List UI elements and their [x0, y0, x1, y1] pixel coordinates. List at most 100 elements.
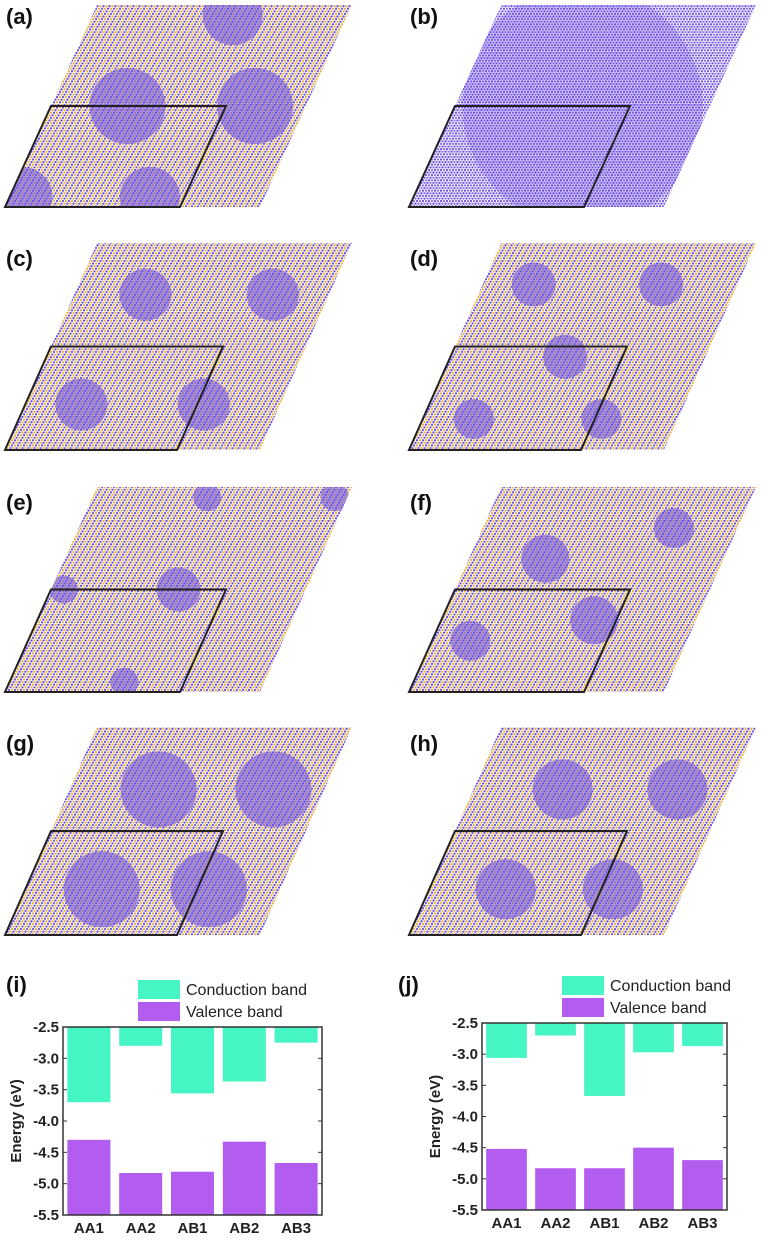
panel-label-h: (h) — [410, 731, 439, 756]
valence-bar-AB1 — [584, 1168, 625, 1210]
bar-chart-0: Conduction band Valence band -2.5 -3.0 -3.5 -… — [8, 980, 323, 1237]
stacking-domain — [639, 262, 684, 307]
x-tick-label: AA2 — [540, 1215, 570, 1232]
y-axis-label: Energy (eV) — [8, 1079, 25, 1162]
conduction-bar-AB3 — [682, 1023, 723, 1047]
stacking-domain — [521, 534, 570, 583]
valence-bar-AB3 — [274, 1162, 318, 1215]
legend-swatch-1 — [138, 1002, 180, 1021]
stacking-domain — [511, 262, 556, 307]
unit-cell-outline — [3, 345, 225, 451]
x-tick-label: AB1 — [177, 1220, 207, 1237]
valence-bar-AB1 — [171, 1171, 214, 1215]
stacking-domain — [202, 5, 263, 46]
legend-label-1: Valence band — [610, 1000, 707, 1017]
stacking-domain — [217, 68, 293, 144]
valence-bar-AB2 — [633, 1147, 674, 1210]
conduction-bar-AB1 — [171, 1027, 214, 1094]
lattice-panel-aa-moire — [3, 5, 352, 208]
x-tick-label: AA2 — [126, 1220, 156, 1237]
y-tick-label: -2.5 — [33, 1019, 59, 1036]
stacking-domain — [532, 759, 593, 820]
x-tick-label: AB1 — [589, 1215, 619, 1232]
band-charts: Conduction band Valence band -2.5 -3.0 -3.5 -… — [8, 976, 731, 1237]
y-tick-label: -4.5 — [33, 1144, 59, 1161]
y-tick-label: -3.5 — [452, 1077, 478, 1094]
lattice-panel-star-domains — [3, 487, 352, 693]
lattice-panels — [3, 5, 756, 936]
panel-label-c: (c) — [6, 246, 33, 271]
conduction-bar-AB2 — [633, 1023, 674, 1053]
stacking-domain — [647, 759, 708, 820]
x-tick-label: AB2 — [229, 1220, 259, 1237]
y-tick-label: -4.5 — [452, 1140, 478, 1157]
stacking-domain — [63, 851, 140, 928]
conduction-bar-AA2 — [535, 1023, 576, 1036]
stacking-domain — [119, 166, 180, 207]
panel-label-b: (b) — [410, 4, 439, 29]
y-tick-label: -4.0 — [33, 1113, 59, 1130]
stacking-domain — [475, 859, 536, 920]
lattice-panel-diagonal-stripes — [407, 487, 756, 693]
unit-cell-outline — [3, 830, 225, 936]
lattice-panel-hexagonal-domains — [407, 243, 756, 451]
y-tick-label: -3.5 — [33, 1082, 59, 1099]
stacking-domain — [193, 487, 222, 512]
unit-cell-outline — [407, 830, 629, 936]
y-tick-label: -5.5 — [33, 1207, 59, 1224]
stacking-domain — [246, 268, 299, 321]
panel-label-g: (g) — [6, 731, 35, 756]
unit-cell-outline — [407, 345, 629, 451]
stacking-domain — [119, 268, 172, 321]
x-tick-label: AB2 — [638, 1215, 668, 1232]
x-tick-label: AA1 — [74, 1220, 104, 1237]
panel-label-f: (f) — [410, 490, 432, 515]
y-axis-label: Energy (eV) — [427, 1075, 444, 1158]
panel-label-d: (d) — [410, 246, 439, 271]
legend-label-0: Conduction band — [610, 978, 731, 995]
panel-label-j: (j) — [398, 972, 419, 997]
unit-cell-outline — [407, 105, 632, 208]
valence-bar-AA2 — [119, 1173, 163, 1215]
legend-swatch-0 — [138, 980, 180, 999]
valence-bar-AA2 — [535, 1168, 576, 1210]
y-tick-label: -5.0 — [452, 1171, 478, 1188]
conduction-bar-AA1 — [486, 1023, 527, 1058]
x-tick-label: AB3 — [687, 1215, 717, 1232]
y-tick-label: -5.0 — [33, 1176, 59, 1193]
unit-cell-outline — [407, 588, 632, 693]
lattice-panel-triangular-domains — [3, 727, 352, 936]
stacking-domain — [570, 596, 619, 645]
x-tick-label: AA1 — [491, 1215, 521, 1232]
stacking-domain — [177, 378, 230, 431]
stacking-domain — [120, 751, 197, 828]
legend-swatch-0 — [562, 976, 604, 995]
panel-label-e: (e) — [6, 490, 33, 515]
legend-label-1: Valence band — [186, 1004, 283, 1021]
y-tick-label: -5.5 — [452, 1202, 478, 1219]
y-tick-label: -3.0 — [452, 1046, 478, 1063]
conduction-bar-AB3 — [274, 1027, 318, 1043]
conduction-bar-AB2 — [222, 1027, 266, 1082]
stacking-domain — [110, 667, 139, 692]
stacking-domain — [450, 620, 491, 661]
lattice-panel-triangular-domains-small — [407, 727, 756, 936]
stacking-domain — [55, 378, 108, 431]
legend-swatch-1 — [562, 998, 604, 1017]
lattice-panel-dense-uniform — [407, 5, 756, 208]
conduction-bar-AA2 — [119, 1027, 163, 1046]
stacking-domain — [543, 334, 588, 379]
unit-cell-outline — [3, 588, 228, 693]
panel-label-a: (a) — [6, 4, 33, 29]
conduction-bar-AA1 — [67, 1027, 111, 1103]
panel-label-i: (i) — [6, 972, 27, 997]
x-tick-label: AB3 — [281, 1220, 311, 1237]
stacking-domain — [320, 487, 349, 512]
lattice-panel-circular-domains — [3, 243, 352, 451]
valence-bar-AA1 — [67, 1139, 111, 1215]
valence-bar-AB2 — [222, 1141, 266, 1215]
stacking-domain — [653, 508, 694, 548]
legend-label-0: Conduction band — [186, 982, 307, 999]
valence-bar-AA1 — [486, 1148, 527, 1210]
